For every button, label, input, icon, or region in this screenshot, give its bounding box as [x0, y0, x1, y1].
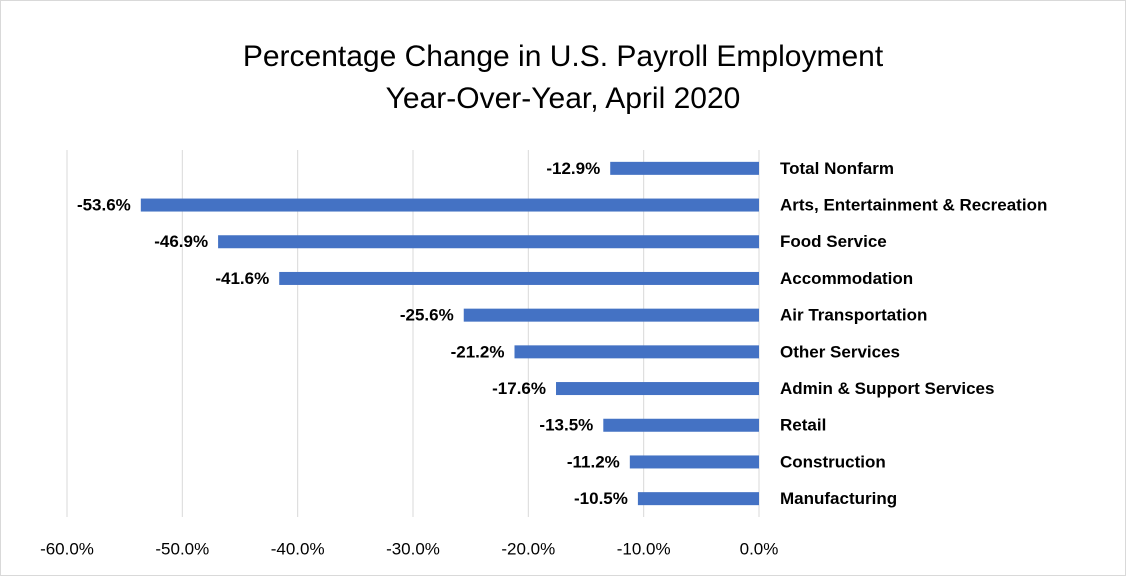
bar	[218, 235, 759, 249]
data-label: -12.9%	[546, 159, 600, 178]
bar	[629, 455, 759, 469]
category-label: Other Services	[780, 342, 900, 361]
category-label: Air Transportation	[780, 306, 927, 325]
data-label: -53.6%	[77, 196, 131, 215]
data-label: -41.6%	[215, 269, 269, 288]
chart-title: Percentage Change in U.S. Payroll Employ…	[243, 40, 884, 73]
data-label: -17.6%	[492, 379, 546, 398]
chart-subtitle: Year-Over-Year, April 2020	[386, 82, 741, 115]
data-label: -46.9%	[154, 232, 208, 251]
data-label: -21.2%	[451, 342, 505, 361]
x-tick-label: -10.0%	[617, 539, 671, 558]
x-tick-label: -40.0%	[271, 539, 325, 558]
category-label: Manufacturing	[780, 489, 897, 508]
category-label: Food Service	[780, 232, 887, 251]
category-label: Arts, Entertainment & Recreation	[780, 196, 1047, 215]
bar	[279, 271, 759, 285]
category-label: Total Nonfarm	[780, 159, 894, 178]
data-label: -11.2%	[567, 452, 620, 471]
category-label: Construction	[780, 452, 886, 471]
bar	[603, 418, 759, 432]
bar	[140, 198, 759, 212]
x-tick-label: 0.0%	[740, 539, 779, 558]
category-label: Accommodation	[780, 269, 913, 288]
x-tick-label: -30.0%	[386, 539, 440, 558]
category-label: Admin & Support Services	[780, 379, 994, 398]
bar	[610, 161, 759, 175]
bar	[514, 345, 759, 359]
data-label: -13.5%	[539, 416, 593, 435]
bar	[463, 308, 759, 322]
x-tick-label: -50.0%	[155, 539, 209, 558]
bar	[637, 492, 759, 506]
category-label: Retail	[780, 416, 826, 435]
data-label: -10.5%	[574, 489, 628, 508]
x-tick-label: -60.0%	[40, 539, 94, 558]
data-label: -25.6%	[400, 306, 454, 325]
bar	[556, 382, 759, 396]
x-tick-label: -20.0%	[501, 539, 555, 558]
